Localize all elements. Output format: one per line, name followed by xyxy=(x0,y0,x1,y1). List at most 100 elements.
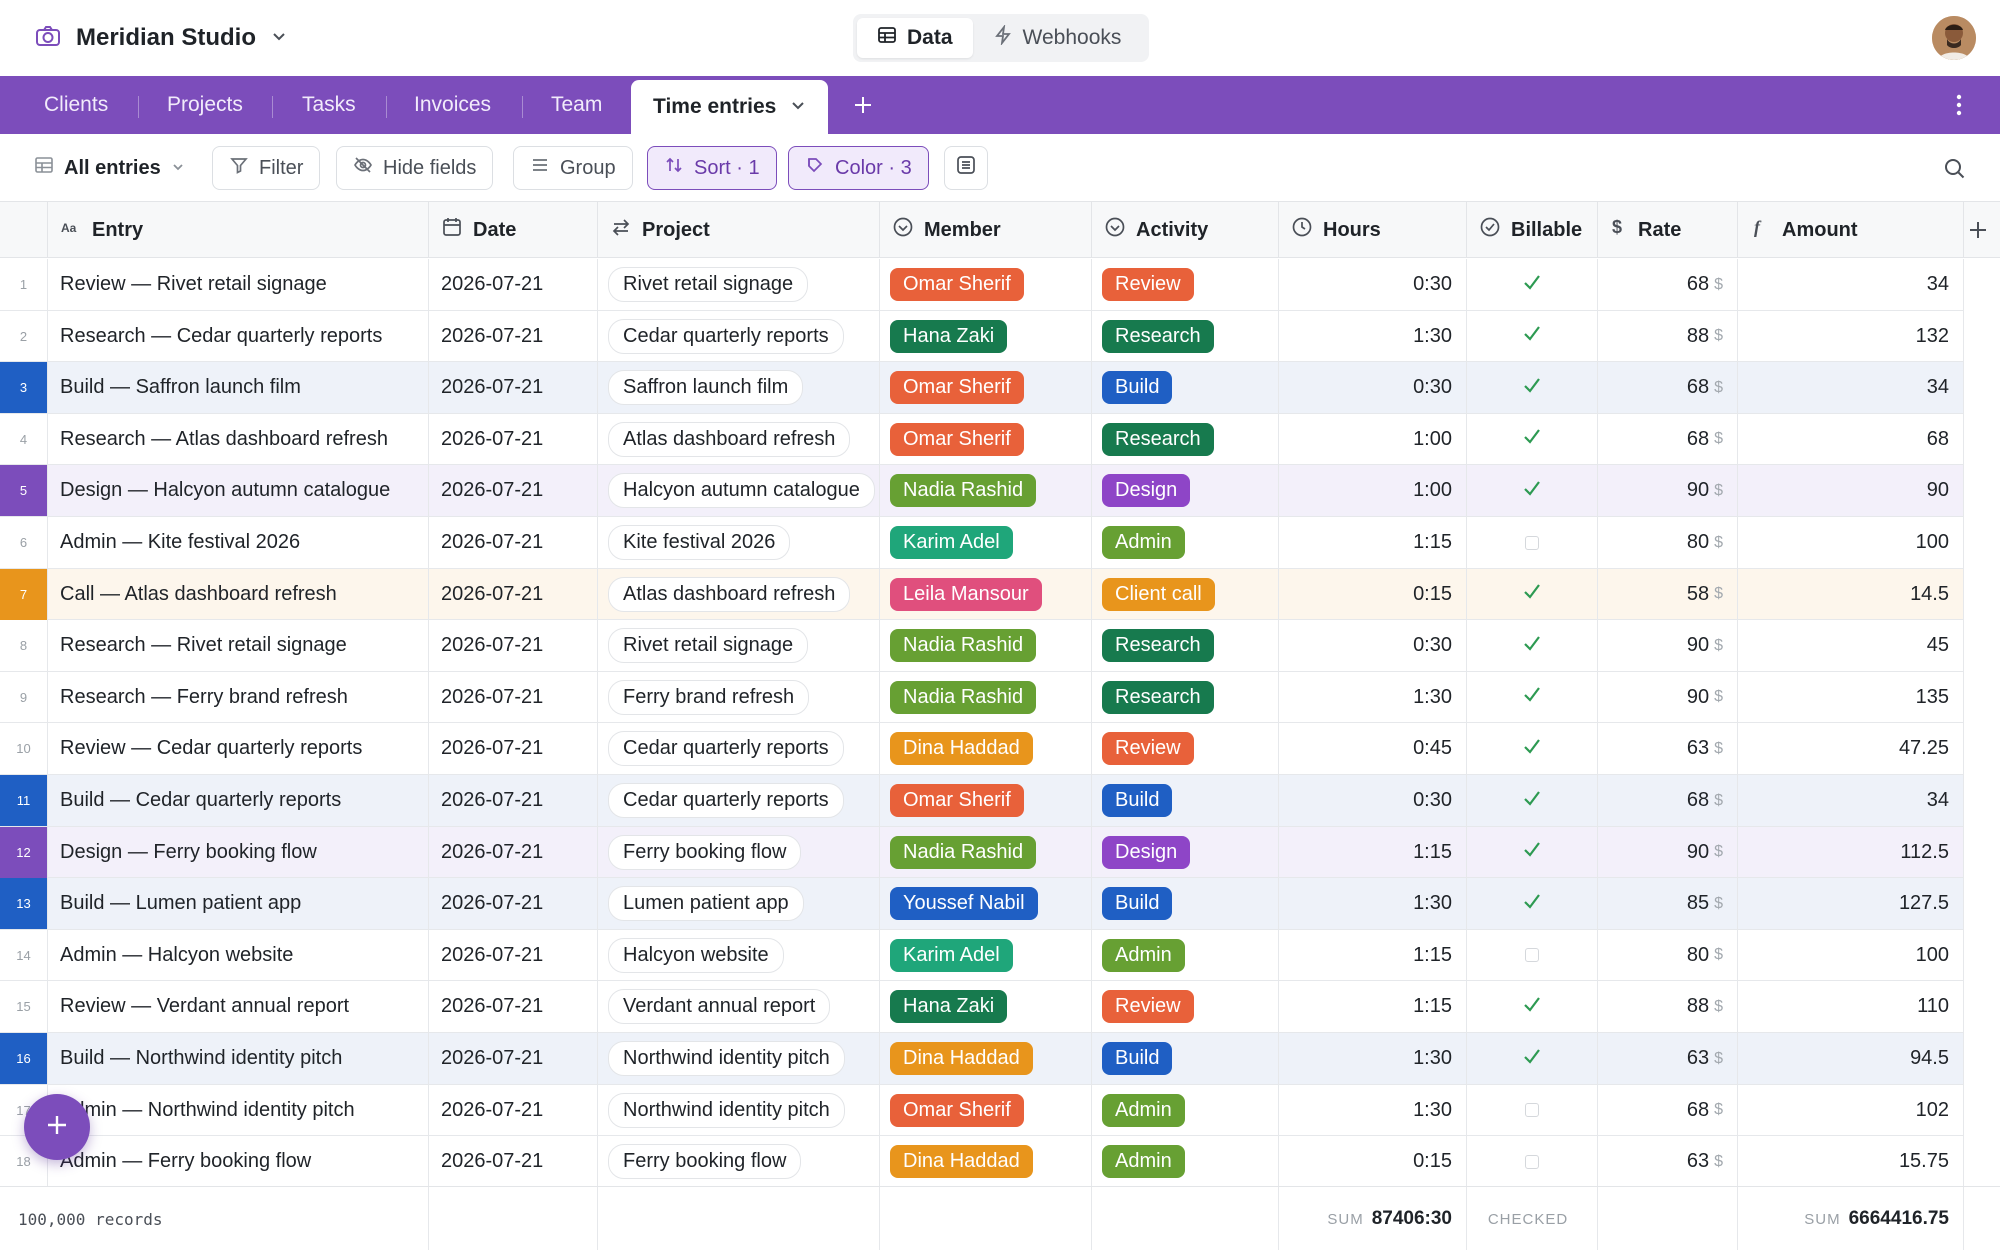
table-row[interactable]: 4 Research — Atlas dashboard refresh 2026-… xyxy=(0,413,1964,466)
cell-member[interactable]: Nadia Rashid xyxy=(880,671,1092,723)
footer-summary-billable[interactable]: CHECKED xyxy=(1467,1187,1598,1250)
linked-record-chip[interactable]: Atlas dashboard refresh xyxy=(608,421,851,457)
cell-amount[interactable]: 112.5 xyxy=(1738,826,1964,878)
cell-billable[interactable] xyxy=(1467,671,1598,723)
cell-member[interactable]: Omar Sherif xyxy=(880,259,1092,310)
cell-entry[interactable]: Design — Ferry booking flow xyxy=(48,826,429,878)
checkmark-icon[interactable] xyxy=(1521,993,1543,1021)
cell-hours[interactable]: 1:15 xyxy=(1279,981,1467,1033)
chevron-down-icon[interactable] xyxy=(790,95,806,119)
cell-billable[interactable] xyxy=(1467,413,1598,465)
cell-date[interactable]: 2026-07-21 xyxy=(429,981,598,1033)
cell-project[interactable]: Ferry booking flow xyxy=(598,826,880,878)
sort-button[interactable]: Sort · 1 xyxy=(647,146,777,190)
tab-invoices[interactable]: Invoices xyxy=(414,76,491,134)
cell-activity[interactable]: Admin xyxy=(1092,1136,1279,1188)
cell-hours[interactable]: 1:00 xyxy=(1279,465,1467,517)
cell-entry[interactable]: Build — Lumen patient app xyxy=(48,878,429,930)
checkmark-icon[interactable] xyxy=(1521,425,1543,453)
cell-date[interactable]: 2026-07-21 xyxy=(429,413,598,465)
cell-activity[interactable]: Research xyxy=(1092,413,1279,465)
empty-checkbox-icon[interactable] xyxy=(1525,535,1539,550)
cell-amount[interactable]: 100 xyxy=(1738,517,1964,568)
cell-hours[interactable]: 0:30 xyxy=(1279,362,1467,414)
cell-activity[interactable]: Admin xyxy=(1092,517,1279,568)
linked-record-chip[interactable]: Ferry brand refresh xyxy=(608,679,810,715)
tab-clients[interactable]: Clients xyxy=(44,76,108,134)
cell-project[interactable]: Atlas dashboard refresh xyxy=(598,568,880,620)
linked-record-chip[interactable]: Rivet retail signage xyxy=(608,267,809,302)
cell-date[interactable]: 2026-07-21 xyxy=(429,620,598,672)
empty-checkbox-icon[interactable] xyxy=(1525,1154,1539,1169)
table-row[interactable]: 14 Admin — Halcyon website 2026-07-21 Halcy… xyxy=(0,929,1964,982)
cell-project[interactable]: Cedar quarterly reports xyxy=(598,775,880,826)
linked-record-chip[interactable]: Halcyon autumn catalogue xyxy=(608,473,875,509)
cell-entry[interactable]: Research — Cedar quarterly reports xyxy=(48,310,429,362)
cell-date[interactable]: 2026-07-21 xyxy=(429,929,598,981)
hide-fields-button[interactable]: Hide fields xyxy=(336,146,494,190)
table-row[interactable]: 15 Review — Verdant annual report 2026-07-… xyxy=(0,981,1964,1033)
cell-activity[interactable]: Research xyxy=(1092,620,1279,672)
cell-amount[interactable]: 94.5 xyxy=(1738,1033,1964,1084)
cell-rate[interactable]: 90 $ xyxy=(1598,465,1738,517)
cell-billable[interactable] xyxy=(1467,1033,1598,1084)
cell-date[interactable]: 2026-07-21 xyxy=(429,362,598,414)
linked-record-chip[interactable]: Saffron launch film xyxy=(608,370,804,406)
cell-amount[interactable]: 68 xyxy=(1738,413,1964,465)
color-button[interactable]: Color · 3 xyxy=(788,146,929,190)
cell-project[interactable]: Northwind identity pitch xyxy=(598,1084,880,1136)
cell-project[interactable]: Ferry brand refresh xyxy=(598,671,880,723)
cell-amount[interactable]: 34 xyxy=(1738,775,1964,826)
table-row[interactable]: 10 Review — Cedar quarterly reports 2026-0… xyxy=(0,723,1964,775)
checkmark-icon[interactable] xyxy=(1521,322,1543,350)
workspace-switcher[interactable]: Meridian Studio xyxy=(34,20,288,56)
checkmark-icon[interactable] xyxy=(1521,580,1543,608)
table-row[interactable]: 5 Design — Halcyon autumn catalogue 2026-0… xyxy=(0,465,1964,517)
cell-rate[interactable]: 90 $ xyxy=(1598,671,1738,723)
cell-amount[interactable]: 45 xyxy=(1738,620,1964,672)
cell-member[interactable]: Hana Zaki xyxy=(880,310,1092,362)
cell-date[interactable]: 2026-07-21 xyxy=(429,259,598,310)
cell-rate[interactable]: 80 $ xyxy=(1598,517,1738,568)
cell-member[interactable]: Omar Sherif xyxy=(880,775,1092,826)
cell-activity[interactable]: Review xyxy=(1092,723,1279,775)
table-row[interactable]: 1 Review — Rivet retail signage 2026-07-21… xyxy=(0,259,1964,311)
linked-record-chip[interactable]: Ferry booking flow xyxy=(608,834,802,870)
linked-record-chip[interactable]: Cedar quarterly reports xyxy=(608,731,844,767)
more-vertical-icon[interactable] xyxy=(1944,90,1974,120)
cell-date[interactable]: 2026-07-21 xyxy=(429,671,598,723)
cell-rate[interactable]: 58 $ xyxy=(1598,568,1738,620)
cell-activity[interactable]: Client call xyxy=(1092,568,1279,620)
cell-rate[interactable]: 68 $ xyxy=(1598,362,1738,414)
cell-amount[interactable]: 14.5 xyxy=(1738,568,1964,620)
cell-hours[interactable]: 0:45 xyxy=(1279,723,1467,775)
cell-amount[interactable]: 110 xyxy=(1738,981,1964,1033)
cell-hours[interactable]: 1:30 xyxy=(1279,310,1467,362)
cell-hours[interactable]: 1:30 xyxy=(1279,878,1467,930)
cell-billable[interactable] xyxy=(1467,362,1598,414)
add-table-icon[interactable] xyxy=(848,90,878,120)
cell-member[interactable]: Hana Zaki xyxy=(880,981,1092,1033)
cell-amount[interactable]: 47.25 xyxy=(1738,723,1964,775)
cell-billable[interactable] xyxy=(1467,517,1598,568)
cell-project[interactable]: Kite festival 2026 xyxy=(598,517,880,568)
cell-date[interactable]: 2026-07-21 xyxy=(429,465,598,517)
cell-project[interactable]: Lumen patient app xyxy=(598,878,880,930)
cell-hours[interactable]: 0:15 xyxy=(1279,1136,1467,1188)
footer-cell-date[interactable] xyxy=(429,1187,598,1250)
cell-rate[interactable]: 68 $ xyxy=(1598,1084,1738,1136)
cell-rate[interactable]: 85 $ xyxy=(1598,878,1738,930)
cell-entry[interactable]: Call — Atlas dashboard refresh xyxy=(48,568,429,620)
add-record-button[interactable] xyxy=(24,1094,90,1160)
cell-project[interactable]: Cedar quarterly reports xyxy=(598,310,880,362)
row-height-button[interactable] xyxy=(944,146,988,190)
cell-hours[interactable]: 1:15 xyxy=(1279,826,1467,878)
table-row[interactable]: 3 Build — Saffron launch film 2026-07-21 Sa… xyxy=(0,362,1964,414)
linked-record-chip[interactable]: Cedar quarterly reports xyxy=(608,783,844,818)
cell-hours[interactable]: 1:15 xyxy=(1279,929,1467,981)
cell-member[interactable]: Nadia Rashid xyxy=(880,465,1092,517)
checkmark-icon[interactable] xyxy=(1521,374,1543,402)
column-header-entry[interactable]: Aa Entry xyxy=(48,202,429,258)
linked-record-chip[interactable]: Northwind identity pitch xyxy=(608,1041,845,1076)
footer-cell-member[interactable] xyxy=(880,1187,1092,1250)
